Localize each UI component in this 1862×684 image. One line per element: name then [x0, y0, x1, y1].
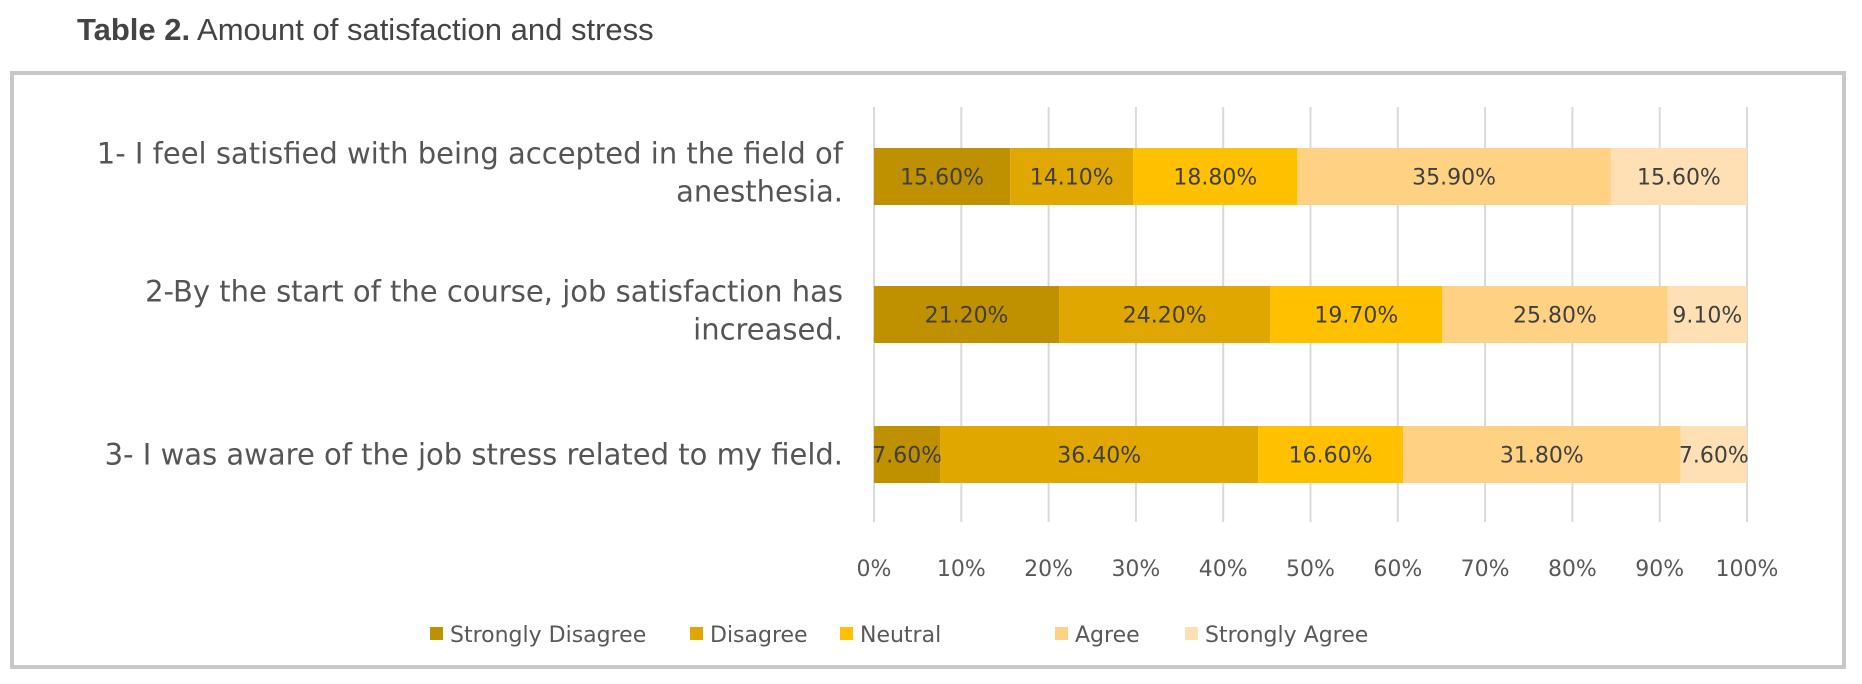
bar-segment-neutral: [1258, 426, 1404, 483]
bar-segment-strongly-agree: [1610, 148, 1747, 205]
data-label: 35.90%: [1412, 166, 1496, 191]
legend-label: Disagree: [710, 623, 808, 648]
bar-segment-agree: [1403, 426, 1681, 483]
data-label: 16.60%: [1289, 444, 1373, 469]
x-tick-label: 60%: [1373, 557, 1422, 582]
chart-frame: [10, 71, 1846, 669]
data-label: 7.60%: [1679, 444, 1749, 469]
legend-swatch: [690, 627, 703, 640]
bar-segment-strongly-agree: [1680, 426, 1747, 483]
data-label: 21.20%: [925, 304, 1009, 329]
data-label: 18.80%: [1173, 166, 1257, 191]
category-label: 1- I feel satisfied with being accepted …: [97, 137, 844, 171]
data-label: 15.60%: [1637, 166, 1721, 191]
bar-segment-disagree: [1010, 148, 1134, 205]
bar-segment-strongly-agree: [1667, 286, 1747, 343]
x-tick-label: 70%: [1461, 557, 1510, 582]
bar-segment-strongly-disagree: [874, 148, 1011, 205]
bar-segment-agree: [1442, 286, 1668, 343]
bar-segment-disagree: [1059, 286, 1271, 343]
bar-segment-neutral: [1270, 286, 1443, 343]
legend-swatch: [840, 627, 853, 640]
data-label: 15.60%: [900, 166, 984, 191]
x-tick-label: 0%: [857, 557, 892, 582]
bar-segment-disagree: [940, 426, 1259, 483]
legend-label: Strongly Agree: [1205, 623, 1368, 648]
data-label: 25.80%: [1513, 304, 1597, 329]
table-caption: Table 2. Amount of satisfaction and stre…: [77, 12, 654, 48]
x-tick-label: 30%: [1111, 557, 1160, 582]
data-label: 14.10%: [1030, 166, 1114, 191]
x-tick-label: 10%: [937, 557, 986, 582]
x-tick-label: 20%: [1024, 557, 1073, 582]
category-label: 3- I was aware of the job stress related…: [105, 438, 843, 472]
bar-segment-neutral: [1133, 148, 1298, 205]
category-label: anesthesia.: [676, 175, 843, 209]
bar-segment-agree: [1297, 148, 1611, 205]
x-tick-label: 50%: [1286, 557, 1335, 582]
legend-swatch: [1185, 627, 1198, 640]
category-label: 2-By the start of the course, job satisf…: [145, 275, 843, 309]
data-label: 36.40%: [1057, 444, 1141, 469]
data-label: 19.70%: [1314, 304, 1398, 329]
caption-text: Amount of satisfaction and stress: [190, 12, 654, 47]
legend-label: Neutral: [860, 623, 941, 648]
bar-segment-strongly-disagree: [874, 426, 941, 483]
x-tick-label: 90%: [1635, 557, 1684, 582]
legend-swatch: [1055, 627, 1068, 640]
legend-label: Strongly Disagree: [450, 623, 646, 648]
caption-label: Table 2.: [77, 12, 191, 47]
data-label: 7.60%: [872, 444, 942, 469]
legend-label: Agree: [1075, 623, 1140, 648]
data-label: 31.80%: [1500, 444, 1584, 469]
legend-swatch: [430, 627, 443, 640]
bar-segment-strongly-disagree: [874, 286, 1060, 343]
x-tick-label: 100%: [1716, 557, 1779, 582]
data-label: 24.20%: [1123, 304, 1207, 329]
data-label: 9.10%: [1672, 304, 1742, 329]
category-label: increased.: [693, 313, 843, 347]
x-tick-label: 40%: [1199, 557, 1248, 582]
x-tick-label: 80%: [1548, 557, 1597, 582]
